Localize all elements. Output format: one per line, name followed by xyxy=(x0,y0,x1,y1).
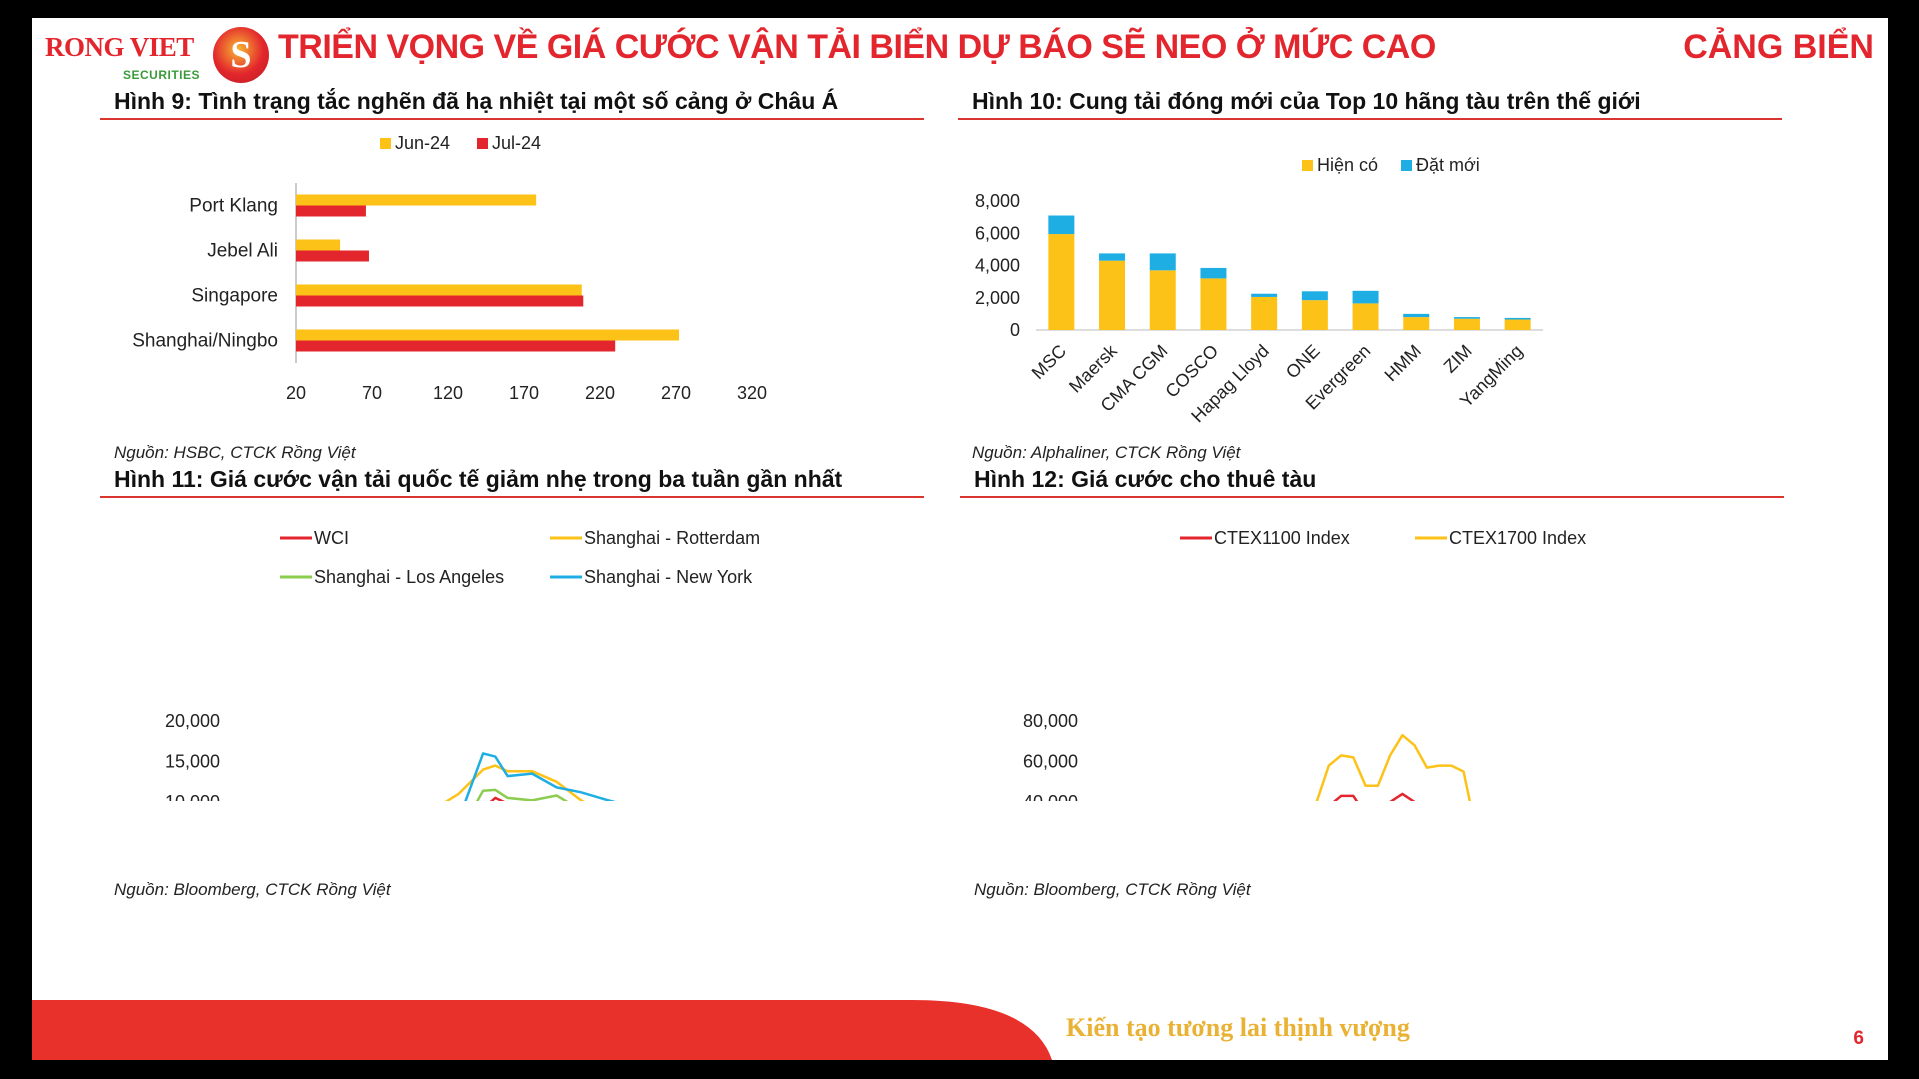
fig10-legend-swatch xyxy=(1302,160,1313,171)
fig10-bar-segment xyxy=(1251,296,1278,330)
fig10-rule xyxy=(958,118,1782,120)
fig9-bar xyxy=(296,340,616,352)
fig11-rule xyxy=(100,496,924,498)
fig10-legend-label: Đặt mới xyxy=(1416,155,1480,175)
fig12-rule xyxy=(960,496,1784,498)
fig9-bar xyxy=(296,329,680,341)
fig11-series-line xyxy=(489,796,505,801)
page-title: TRIỂN VỌNG VỀ GIÁ CƯỚC VẬN TẢI BIỂN DỰ B… xyxy=(278,28,1436,66)
fig9-x-tick-label: 120 xyxy=(433,383,463,403)
fig10-bar-segment xyxy=(1504,319,1531,330)
fig12-y-tick-label: 80,000 xyxy=(1023,711,1078,731)
fig11-legend-label: Shanghai - Los Angeles xyxy=(314,567,504,587)
fig11-chart: WCI Shanghai - Rotterdam Shanghai - Los An… xyxy=(165,528,760,801)
fig9-legend-swatch xyxy=(477,138,488,149)
fig9-bar xyxy=(296,194,537,206)
fig10-bar-segment xyxy=(1301,291,1328,301)
fig10-bar-segment xyxy=(1453,317,1480,319)
fig10-category-label: ZIM xyxy=(1440,341,1476,377)
fig10-y-tick-label: 6,000 xyxy=(975,223,1020,243)
fig9-bar xyxy=(296,205,366,217)
fig10-y-tick-label: 2,000 xyxy=(975,288,1020,308)
fig9-x-tick-label: 220 xyxy=(585,383,615,403)
fig10-bar-segment xyxy=(1048,215,1075,235)
fig12-legend-label: CTEX1100 Index xyxy=(1214,528,1350,548)
fig10-category-label: ONE xyxy=(1282,341,1324,383)
fig11-series-line xyxy=(464,752,616,801)
fig9-x-tick-label: 270 xyxy=(661,383,691,403)
fig9-x-tick-label: 170 xyxy=(509,383,539,403)
fig12-legend-label: CTEX1700 Index xyxy=(1449,528,1586,548)
fig9-title: Hình 9: Tình trạng tắc nghẽn đã hạ nhiệt… xyxy=(114,88,839,114)
fig12-source: Nguồn: Bloomberg, CTCK Rồng Việt xyxy=(974,880,1251,899)
footer-slogan: Kiến tạo tương lai thịnh vượng xyxy=(1066,1013,1410,1042)
fig12-y-tick-label: 60,000 xyxy=(1023,752,1078,772)
fig10-bar-segment xyxy=(1200,267,1227,279)
logo-brand-text: RONG VIET xyxy=(45,32,194,62)
fig12-series-line xyxy=(1315,733,1472,801)
fig9-category-label: Jebel Ali xyxy=(207,241,278,262)
fig10-category-label: HMM xyxy=(1381,341,1426,386)
company-logo: RONG VIET SECURITIES S xyxy=(45,26,285,98)
fig10-y-tick-label: 8,000 xyxy=(975,191,1020,211)
fig9-rule xyxy=(100,118,924,120)
fig10-bar-segment xyxy=(1048,234,1075,330)
fig10-bar-segment xyxy=(1099,253,1126,261)
fig9-legend-swatch xyxy=(380,138,391,149)
fig11-title: Hình 11: Giá cước vận tải quốc tế giảm n… xyxy=(114,466,843,492)
fig9-legend-label: Jul-24 xyxy=(492,133,541,153)
fig10-y-tick-label: 4,000 xyxy=(975,256,1020,276)
logo-subtext: SECURITIES xyxy=(123,68,201,82)
fig10-bar-segment xyxy=(1453,318,1480,330)
fig10-title: Hình 10: Cung tải đóng mới của Top 10 hã… xyxy=(972,88,1641,114)
section-label: CẢNG BIỂN xyxy=(1683,28,1874,66)
fig12-chart: CTEX1100 Index CTEX1700 Index 80,000 60,000… xyxy=(1023,528,1586,801)
fig9-bar xyxy=(296,295,584,307)
fig10-bar-segment xyxy=(1149,270,1176,330)
fig10-y-tick-label: 0 xyxy=(1010,320,1020,340)
fig11-series-line xyxy=(444,764,585,801)
fig11-legend-label: Shanghai - Rotterdam xyxy=(584,528,760,548)
fig10-source: Nguồn: Alphaliner, CTCK Rồng Việt xyxy=(972,443,1241,462)
fig9-category-label: Port Klang xyxy=(189,196,278,217)
fig10-chart: Hiện có Đặt mới8,0006,0004,0002,0000MSCMa… xyxy=(975,155,1543,426)
fig11-y-tick-label: 10,000 xyxy=(165,792,220,801)
fig10-legend-swatch xyxy=(1401,160,1412,171)
page-number: 6 xyxy=(1853,1028,1864,1049)
fig11-legend-label: WCI xyxy=(314,528,349,548)
fig10-bar-segment xyxy=(1352,290,1379,304)
fig10-legend-label: Hiện có xyxy=(1317,155,1378,175)
fig10-category-label: MSC xyxy=(1028,341,1070,383)
fig10-bar-segment xyxy=(1301,300,1328,330)
fig9-bar xyxy=(296,284,582,296)
fig9-x-tick-label: 320 xyxy=(737,383,767,403)
footer-band xyxy=(32,1000,1052,1060)
fig11-source: Nguồn: Bloomberg, CTCK Rồng Việt xyxy=(114,880,391,899)
fig9-x-tick-label: 20 xyxy=(286,383,306,403)
fig11-legend-label: Shanghai - New York xyxy=(584,567,753,587)
fig10-bar-segment xyxy=(1200,278,1227,330)
fig11-y-tick-label: 15,000 xyxy=(165,752,220,772)
fig12-y-tick-label: 40,000 xyxy=(1023,792,1078,801)
slide: RONG VIET SECURITIES S TRIỂN VỌNG VỀ GIÁ… xyxy=(32,18,1888,1060)
fig10-bar-segment xyxy=(1504,317,1531,320)
dragon-emblem-icon: S xyxy=(213,27,269,83)
fig10-bar-segment xyxy=(1352,303,1379,330)
fig9-bar xyxy=(296,239,341,251)
fig11-y-tick-label: 20,000 xyxy=(165,711,220,731)
fig9-source: Nguồn: HSBC, CTCK Rồng Việt xyxy=(114,443,356,462)
fig9-x-tick-label: 70 xyxy=(362,383,382,403)
fig10-bar-segment xyxy=(1403,317,1430,330)
fig12-title: Hình 12: Giá cước cho thuê tàu xyxy=(974,466,1317,492)
fig9-category-label: Shanghai/Ningbo xyxy=(132,331,278,352)
fig9-legend-label: Jun-24 xyxy=(395,133,450,153)
fig9-bar xyxy=(296,250,369,262)
fig10-bar-segment xyxy=(1403,313,1430,318)
fig10-bar-segment xyxy=(1099,260,1126,330)
fig10-bar-segment xyxy=(1149,253,1176,271)
fig12-series-line xyxy=(1332,792,1416,801)
fig9-chart: Jun-24 Jul-24 Port Klang Jebel Ali Singapore… xyxy=(132,133,767,403)
fig9-category-label: Singapore xyxy=(191,286,278,307)
fig10-bar-segment xyxy=(1251,293,1278,297)
